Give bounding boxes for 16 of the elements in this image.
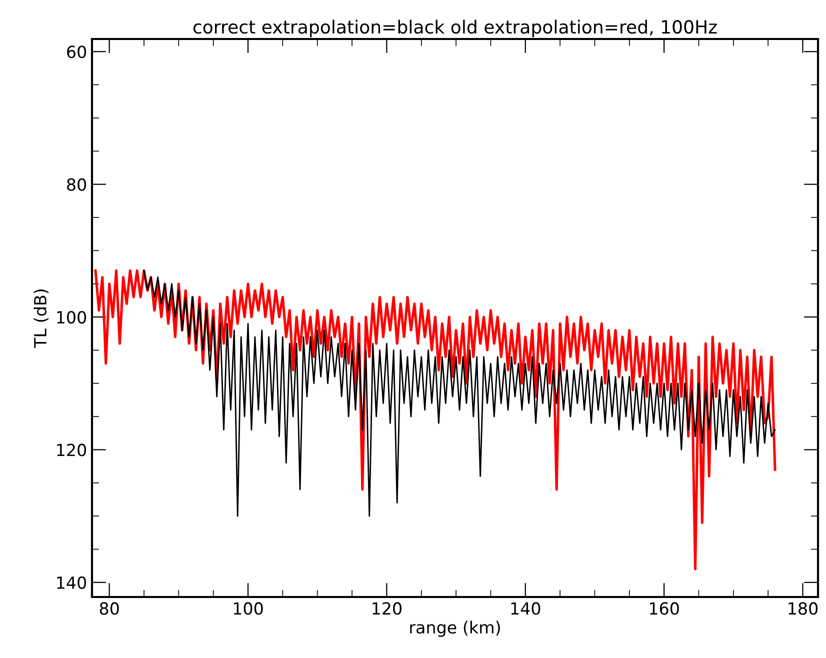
x-tick-label: 100 [234,602,263,615]
y-tick-label: 100 [57,310,86,324]
y-tick-label: 60 [67,46,86,58]
line-series [94,269,776,570]
x-tick-label: 120 [372,602,402,615]
y-tick-label: 80 [67,178,86,191]
x-tick-label: 80 [100,602,119,615]
x-tick-label: 140 [511,602,540,615]
x-tick-label: 160 [650,602,679,615]
y-axis-title: TL (dB) [34,290,49,348]
line-series [143,270,776,517]
x-tick-label: 180 [788,602,818,615]
y-tick-label: 140 [57,576,86,589]
y-tick-label: 120 [57,444,86,456]
x-axis-title: range (km) [410,620,500,637]
chart-title: correct extrapolation=black old extrapolation=red, 100Hz [193,20,717,38]
